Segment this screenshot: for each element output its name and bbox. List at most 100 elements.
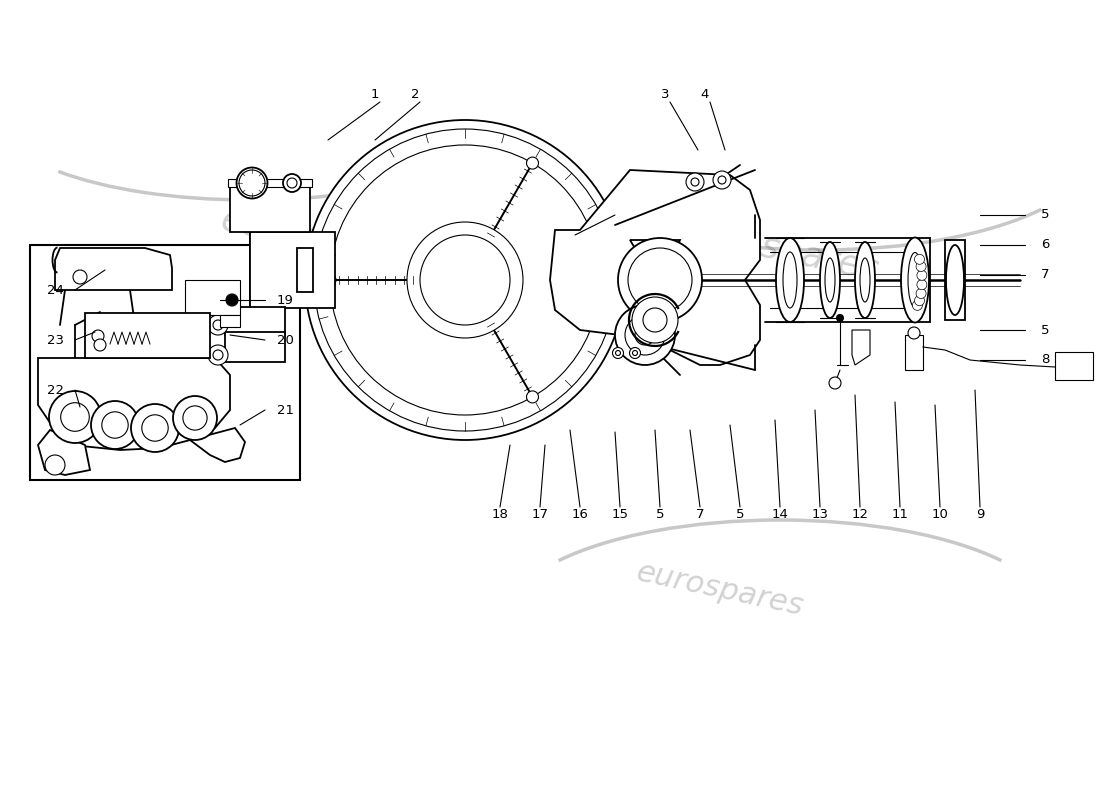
Circle shape	[183, 406, 207, 430]
Circle shape	[713, 171, 732, 189]
Text: 16: 16	[572, 509, 588, 522]
Text: 9: 9	[976, 509, 984, 522]
Circle shape	[102, 412, 129, 438]
Text: 5: 5	[656, 509, 664, 522]
Circle shape	[213, 350, 223, 360]
Circle shape	[686, 173, 704, 191]
Circle shape	[94, 339, 106, 351]
Ellipse shape	[908, 253, 922, 307]
Circle shape	[616, 350, 620, 355]
Circle shape	[916, 289, 926, 298]
Text: 12: 12	[851, 509, 869, 522]
Circle shape	[60, 402, 89, 431]
Bar	[226, 332, 285, 362]
Bar	[226, 307, 285, 335]
Text: 2: 2	[410, 89, 419, 102]
Bar	[945, 240, 965, 320]
Text: 7: 7	[695, 509, 704, 522]
Text: eurospares: eurospares	[634, 558, 806, 622]
Circle shape	[527, 391, 539, 403]
Circle shape	[628, 248, 692, 312]
Circle shape	[208, 345, 228, 365]
Polygon shape	[550, 170, 760, 365]
Text: eurospares: eurospares	[678, 212, 882, 288]
Circle shape	[283, 174, 301, 192]
Circle shape	[92, 330, 104, 342]
Circle shape	[213, 290, 223, 300]
Circle shape	[908, 327, 920, 339]
Text: 10: 10	[932, 509, 948, 522]
Text: 5: 5	[736, 509, 745, 522]
Text: 24: 24	[46, 283, 64, 297]
Ellipse shape	[820, 242, 840, 318]
Text: 14: 14	[771, 509, 789, 522]
Circle shape	[142, 414, 168, 442]
Bar	[1055, 352, 1093, 380]
Circle shape	[917, 280, 927, 290]
Circle shape	[644, 308, 667, 332]
Bar	[250, 232, 336, 308]
Circle shape	[173, 396, 217, 440]
Ellipse shape	[860, 258, 870, 302]
Bar	[30, 245, 300, 480]
Bar	[297, 248, 313, 292]
Text: 23: 23	[46, 334, 64, 346]
Bar	[230, 187, 310, 232]
Text: 11: 11	[891, 509, 909, 522]
Bar	[220, 315, 240, 327]
Ellipse shape	[783, 252, 798, 308]
Text: 18: 18	[492, 509, 508, 522]
Circle shape	[625, 315, 666, 355]
Circle shape	[305, 120, 625, 440]
Bar	[905, 335, 923, 370]
Text: 8: 8	[1041, 354, 1049, 366]
Text: 3: 3	[661, 89, 669, 102]
Text: 13: 13	[812, 509, 828, 522]
Polygon shape	[39, 358, 230, 450]
Circle shape	[632, 350, 638, 355]
Text: 5: 5	[1041, 323, 1049, 337]
Circle shape	[629, 347, 640, 358]
Text: 15: 15	[612, 509, 628, 522]
Text: 19: 19	[276, 294, 294, 306]
Bar	[85, 313, 210, 358]
Text: 7: 7	[1041, 269, 1049, 282]
Bar	[185, 280, 240, 315]
Polygon shape	[55, 248, 172, 290]
Circle shape	[324, 274, 336, 286]
Circle shape	[618, 238, 702, 322]
Text: 6: 6	[1041, 238, 1049, 251]
Text: 17: 17	[531, 509, 549, 522]
Ellipse shape	[825, 258, 835, 302]
Circle shape	[632, 297, 678, 343]
Circle shape	[226, 294, 238, 306]
Circle shape	[635, 325, 654, 345]
Polygon shape	[630, 240, 680, 290]
Circle shape	[239, 170, 265, 196]
Circle shape	[615, 305, 675, 365]
Circle shape	[287, 178, 297, 188]
Circle shape	[829, 377, 842, 389]
Circle shape	[691, 178, 698, 186]
Ellipse shape	[946, 245, 964, 315]
Circle shape	[914, 296, 924, 306]
Text: 1: 1	[371, 89, 380, 102]
Text: 21: 21	[276, 403, 294, 417]
Circle shape	[718, 176, 726, 184]
Ellipse shape	[776, 238, 804, 322]
Circle shape	[213, 320, 223, 330]
Ellipse shape	[855, 242, 875, 318]
Text: 4: 4	[701, 89, 710, 102]
Polygon shape	[852, 330, 870, 365]
Circle shape	[50, 391, 101, 443]
Polygon shape	[39, 430, 90, 475]
Circle shape	[407, 222, 522, 338]
Bar	[228, 179, 312, 187]
Circle shape	[916, 262, 926, 271]
Circle shape	[912, 300, 923, 310]
Circle shape	[45, 455, 65, 475]
Circle shape	[527, 157, 539, 169]
Circle shape	[208, 285, 228, 305]
Circle shape	[208, 315, 228, 335]
Circle shape	[914, 254, 924, 264]
